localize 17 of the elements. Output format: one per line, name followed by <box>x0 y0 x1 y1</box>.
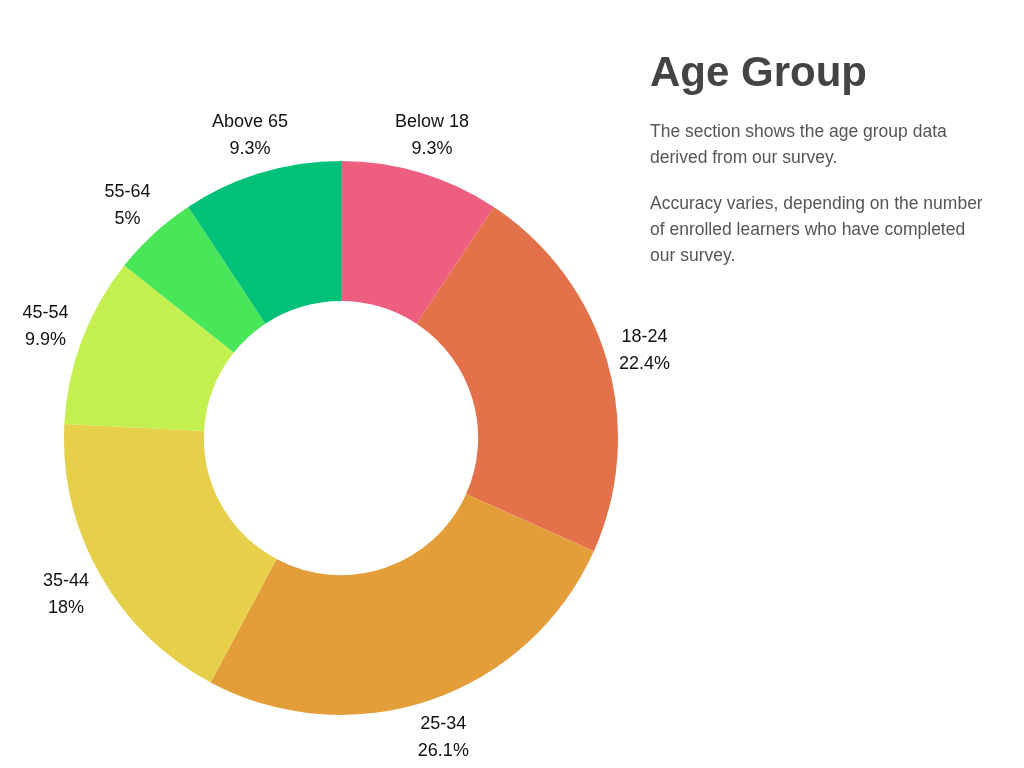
data-label: 22.4% <box>618 352 670 373</box>
slice-label: 25-34 <box>420 712 467 733</box>
data-label: 9.3% <box>411 138 453 159</box>
slice-label: 18-24 <box>621 325 668 346</box>
data-label: 18% <box>48 596 85 617</box>
text: Age Group <box>650 48 868 96</box>
slice-label: Above 65 <box>211 111 289 132</box>
slice-label: 35-44 <box>43 569 90 590</box>
data-label: 26.1% <box>417 739 469 760</box>
text: Accuracy varies, depending on the number of enrolled learners who have completed our survey. <box>650 192 984 267</box>
data-label: 5% <box>114 207 141 228</box>
data-label: 9.3% <box>229 138 271 159</box>
slice-label: Below 18 <box>394 111 470 132</box>
text: The section shows the age group data derived from our survey. <box>650 120 948 169</box>
slice-label: 55-64 <box>104 180 151 201</box>
slice-label: 45-54 <box>22 302 69 323</box>
data-label: 9.9% <box>24 329 66 350</box>
